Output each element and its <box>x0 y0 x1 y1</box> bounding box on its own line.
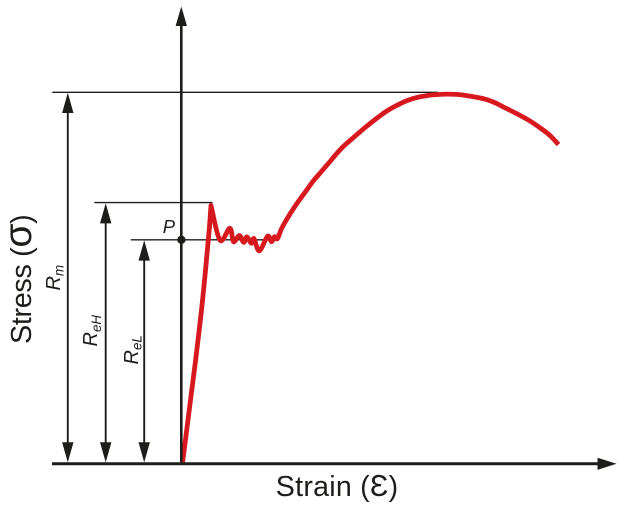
svg-text:ReH: ReH <box>80 315 104 347</box>
svg-text:Strain (Ɛ): Strain (Ɛ) <box>276 469 399 503</box>
svg-text:Stress (σ): Stress (σ) <box>0 215 40 344</box>
svg-text:Rm: Rm <box>43 265 67 291</box>
svg-text:ReL: ReL <box>121 335 145 364</box>
svg-text:P: P <box>163 216 176 237</box>
